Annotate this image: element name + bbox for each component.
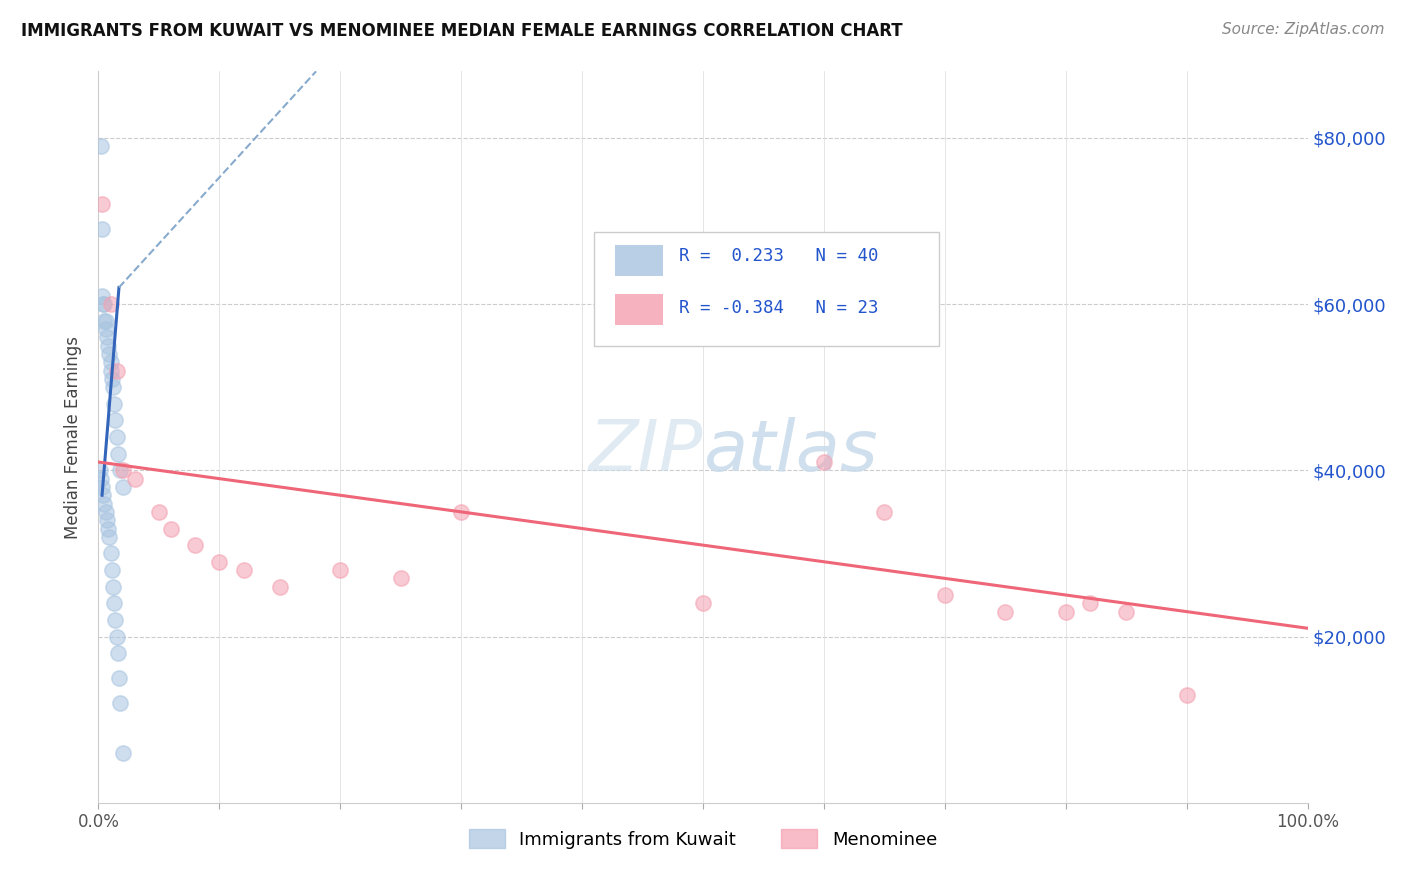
Point: [111, 480, 134, 494]
Point: [89, 463, 111, 477]
Point: [94, 314, 117, 328]
Point: [813, 455, 835, 469]
Point: [692, 596, 714, 610]
Point: [97, 521, 120, 535]
Point: [93, 297, 115, 311]
Point: [94, 322, 117, 336]
Point: [93, 497, 115, 511]
Point: [100, 563, 122, 577]
Point: [994, 605, 1017, 619]
Point: [91, 222, 114, 236]
Point: [148, 505, 170, 519]
Text: IMMIGRANTS FROM KUWAIT VS MENOMINEE MEDIAN FEMALE EARNINGS CORRELATION CHART: IMMIGRANTS FROM KUWAIT VS MENOMINEE MEDI…: [21, 22, 903, 40]
Point: [232, 563, 254, 577]
Point: [103, 596, 125, 610]
Point: [107, 646, 129, 660]
Point: [101, 580, 124, 594]
Text: R = -0.384   N = 23: R = -0.384 N = 23: [679, 299, 879, 317]
Point: [103, 397, 125, 411]
Point: [96, 330, 118, 344]
Point: [1078, 596, 1101, 610]
Point: [100, 363, 122, 377]
Point: [100, 355, 122, 369]
Point: [98, 530, 121, 544]
Y-axis label: Median Female Earnings: Median Female Earnings: [65, 335, 83, 539]
Point: [108, 696, 131, 710]
Point: [873, 505, 896, 519]
Point: [107, 447, 129, 461]
Point: [91, 289, 114, 303]
Point: [105, 363, 128, 377]
Point: [101, 380, 124, 394]
Point: [160, 521, 183, 535]
Text: atlas: atlas: [703, 417, 877, 486]
Point: [94, 505, 117, 519]
Point: [934, 588, 956, 602]
Point: [91, 197, 114, 211]
Point: [108, 671, 131, 685]
Point: [91, 297, 114, 311]
Point: [111, 746, 134, 760]
Bar: [614, 245, 664, 277]
Point: [208, 555, 231, 569]
Point: [96, 513, 118, 527]
Point: [108, 463, 131, 477]
Point: [1115, 605, 1137, 619]
Legend: Immigrants from Kuwait, Menominee: Immigrants from Kuwait, Menominee: [461, 822, 945, 856]
Point: [105, 630, 128, 644]
Bar: [614, 294, 664, 326]
Point: [184, 538, 207, 552]
Point: [124, 472, 146, 486]
FancyBboxPatch shape: [595, 232, 939, 345]
Point: [104, 613, 127, 627]
Point: [104, 413, 127, 427]
Point: [389, 571, 412, 585]
Text: ZIP: ZIP: [589, 417, 703, 486]
Point: [91, 488, 114, 502]
Point: [100, 297, 122, 311]
Point: [450, 505, 472, 519]
Point: [90, 472, 112, 486]
Point: [269, 580, 291, 594]
Point: [97, 338, 120, 352]
Point: [91, 480, 114, 494]
Point: [90, 139, 112, 153]
Point: [98, 347, 121, 361]
Point: [100, 546, 122, 560]
Point: [329, 563, 352, 577]
Text: R =  0.233   N = 40: R = 0.233 N = 40: [679, 247, 879, 266]
Text: Source: ZipAtlas.com: Source: ZipAtlas.com: [1222, 22, 1385, 37]
Point: [111, 463, 134, 477]
Point: [93, 314, 115, 328]
Point: [1175, 688, 1198, 702]
Point: [105, 430, 128, 444]
Point: [100, 372, 122, 386]
Point: [1054, 605, 1077, 619]
